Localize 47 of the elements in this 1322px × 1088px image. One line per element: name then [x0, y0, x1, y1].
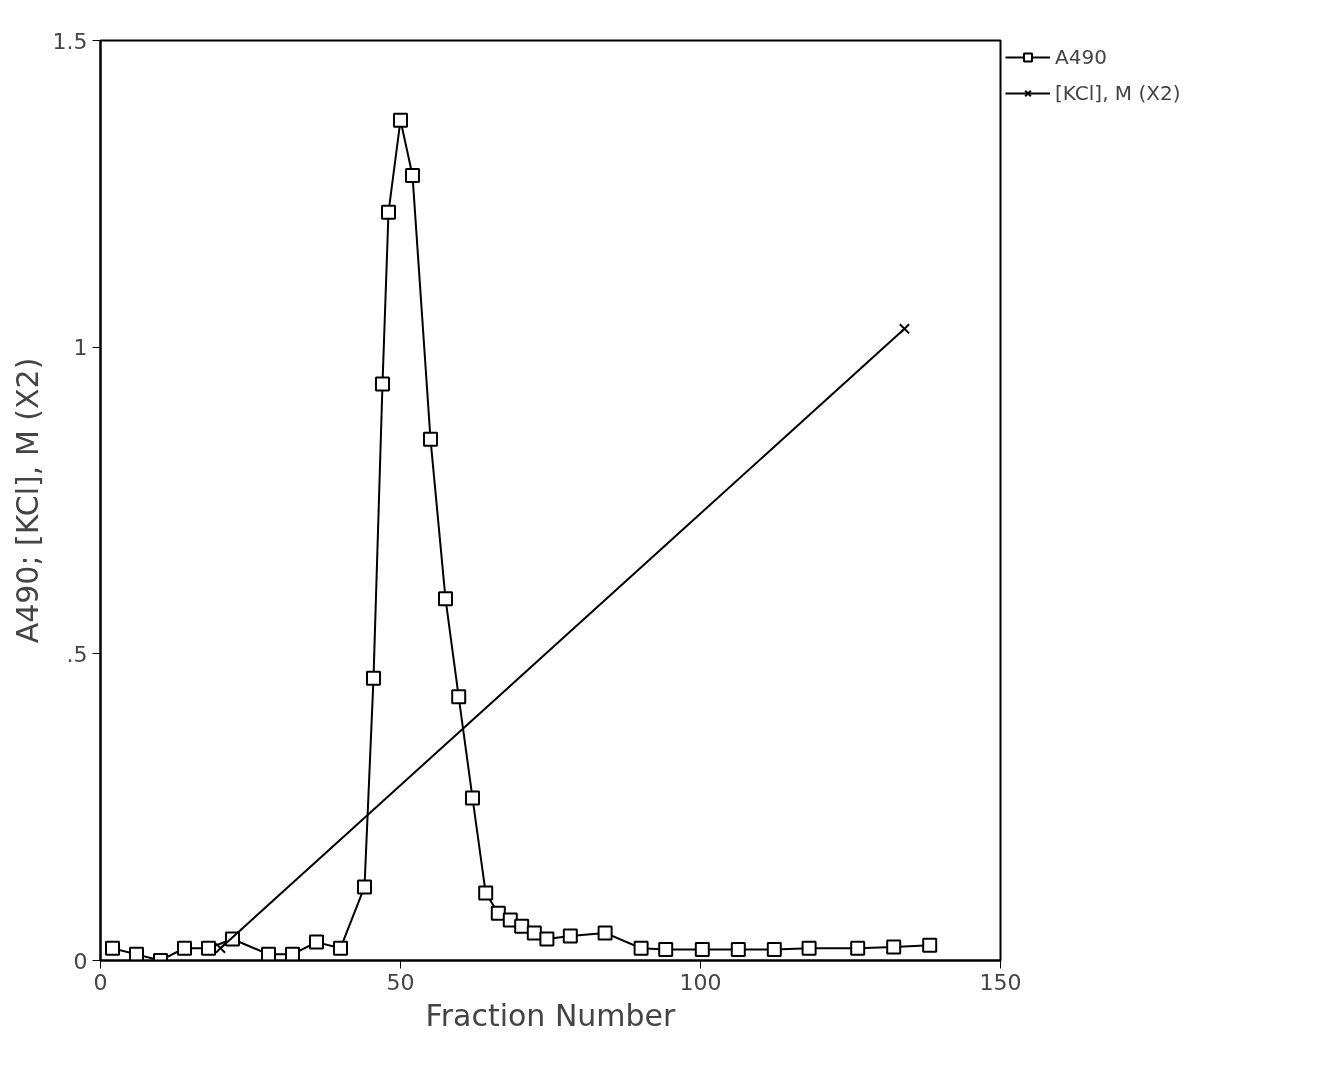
point	[201, 940, 216, 956]
x-tick-label: 150	[979, 969, 1022, 995]
point	[526, 925, 542, 941]
point	[801, 940, 817, 956]
y-tick-label: 0	[73, 948, 88, 974]
x-tick-label: 50	[386, 969, 415, 995]
point	[850, 940, 866, 956]
point	[333, 940, 348, 956]
point	[309, 934, 324, 950]
point	[514, 918, 530, 934]
y-tick-label: .5	[66, 641, 88, 667]
legend-label: [KCl], M (X2)	[1055, 81, 1181, 105]
point	[393, 112, 408, 128]
point	[438, 591, 453, 607]
point	[423, 431, 438, 447]
point	[886, 939, 902, 955]
point	[597, 925, 613, 941]
point	[633, 940, 649, 956]
y-axis-title: A490; [KCl], M (X2)	[9, 357, 45, 644]
point	[375, 376, 390, 392]
point	[129, 946, 144, 961]
point	[261, 946, 276, 961]
point	[694, 941, 710, 957]
legend-label: A490	[1055, 45, 1107, 69]
point	[898, 323, 911, 335]
point	[562, 928, 578, 944]
point	[465, 790, 480, 806]
point	[105, 940, 120, 956]
point	[478, 885, 494, 901]
y-tick-label: 1.5	[52, 28, 88, 54]
point	[922, 937, 938, 953]
point	[766, 941, 782, 957]
point	[357, 879, 372, 895]
point	[451, 689, 467, 705]
point	[490, 905, 506, 921]
point	[285, 946, 300, 961]
point	[539, 931, 555, 947]
point	[730, 941, 746, 957]
point	[366, 670, 381, 686]
x-tick-label: 0	[93, 969, 108, 995]
x-axis-title: Fraction Number	[425, 997, 677, 1033]
point	[405, 167, 420, 183]
y-tick-label: 1	[73, 335, 88, 361]
point	[658, 941, 674, 957]
point	[381, 204, 396, 220]
x-tick-label: 100	[679, 969, 722, 995]
point	[177, 940, 192, 956]
